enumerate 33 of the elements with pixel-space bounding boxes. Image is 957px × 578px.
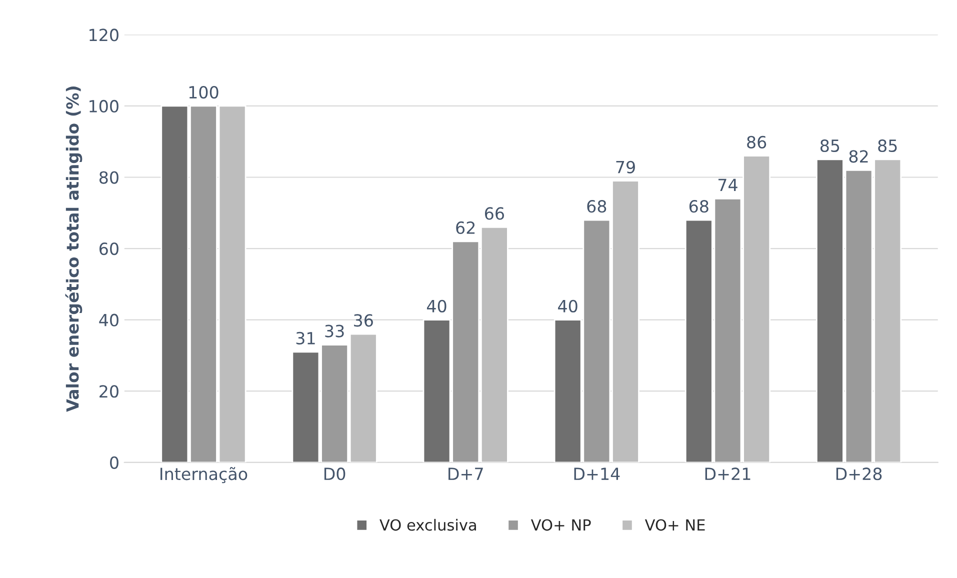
x-tick-label: D+14 xyxy=(574,468,620,480)
x-tick-label: D0 xyxy=(324,468,346,480)
data-label: 33 xyxy=(325,324,344,338)
data-label: 82 xyxy=(849,150,868,163)
x-tick-label: Internação xyxy=(160,467,248,484)
legend-label: VO+ NP xyxy=(530,519,591,531)
data-label: 31 xyxy=(296,332,315,345)
data-label: 36 xyxy=(354,314,373,327)
x-tick-label: D+7 xyxy=(448,468,483,480)
y-tick-label: 40 xyxy=(99,314,118,326)
y-tick-label: 120 xyxy=(90,28,118,42)
data-label: 66 xyxy=(485,207,504,220)
legend-label: VO exclusiva xyxy=(380,518,476,531)
data-label: 68 xyxy=(587,200,606,213)
data-label: 40 xyxy=(558,300,578,312)
legend-label: VO+ NE xyxy=(644,519,705,531)
data-label: 85 xyxy=(820,139,840,152)
data-label: 79 xyxy=(616,160,635,174)
data-label: 100 xyxy=(189,86,218,99)
y-tick-label: 100 xyxy=(90,100,118,113)
y-tick-label: 80 xyxy=(99,171,118,184)
data-label: 74 xyxy=(718,178,738,192)
x-tick-label: D+21 xyxy=(705,468,750,480)
y-tick-label: 0 xyxy=(110,456,118,469)
y-tick-label: 60 xyxy=(100,242,118,256)
x-tick-label: D+28 xyxy=(836,468,882,480)
y-tick-label: 20 xyxy=(100,385,118,398)
data-label: 40 xyxy=(426,300,446,312)
data-label: 68 xyxy=(689,200,708,213)
data-label: 86 xyxy=(747,136,766,148)
data-label: 62 xyxy=(456,221,475,234)
y-axis-title: Valor energético total atingido (%) xyxy=(65,86,82,412)
data-label: 85 xyxy=(878,139,897,152)
